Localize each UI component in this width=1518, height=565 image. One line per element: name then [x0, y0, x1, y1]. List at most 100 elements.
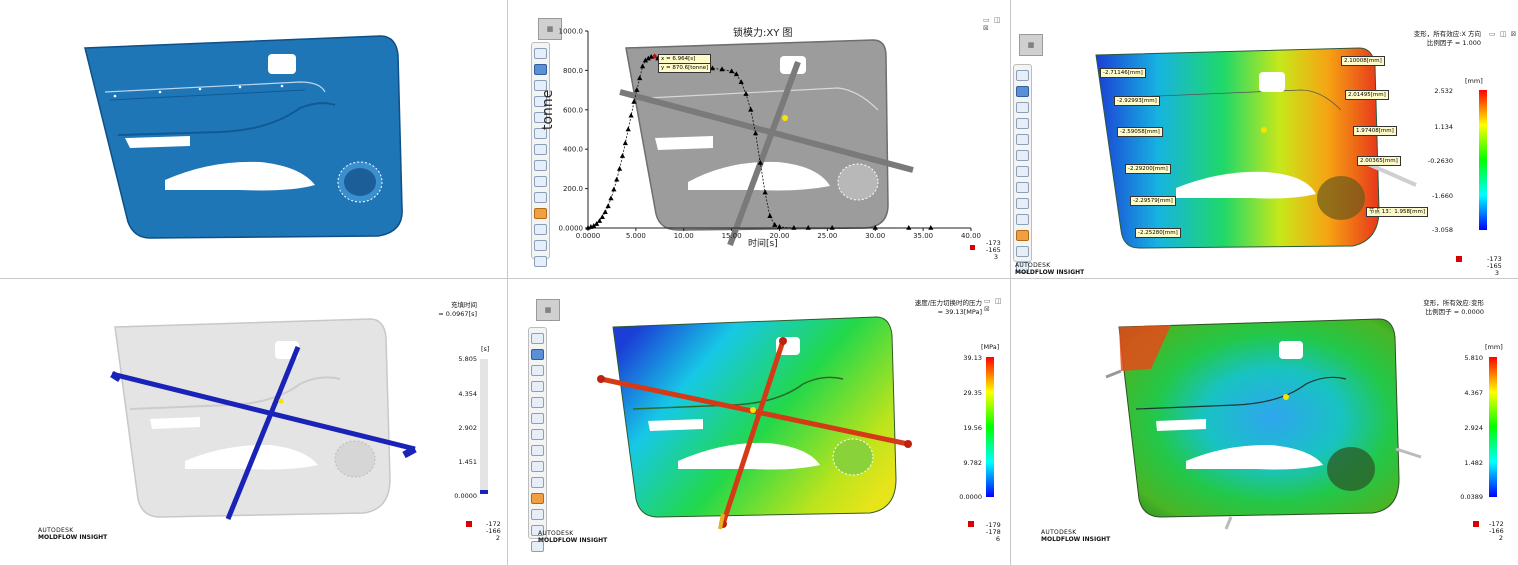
data-point [829, 225, 835, 230]
save-view-icon[interactable] [534, 256, 547, 267]
node-callout: -2.71146[mm] [1100, 68, 1146, 78]
autodesk-logo: AUTODESK MOLDFLOW INSIGHT [1041, 529, 1111, 543]
rotate-3d-icon[interactable] [531, 365, 544, 376]
data-point [631, 98, 637, 104]
save-view-icon[interactable] [531, 541, 544, 552]
probe-icon[interactable] [531, 525, 544, 536]
autodesk-logo: AUTODESK MOLDFLOW INSIGHT [1015, 262, 1085, 276]
fit-icon[interactable] [1016, 198, 1029, 209]
fit-icon[interactable] [534, 176, 547, 187]
rotate-3d-icon[interactable] [534, 80, 547, 91]
axis-triad-icon [1473, 521, 1479, 527]
measure-icon[interactable] [531, 477, 544, 488]
y-tick-label: 1000.0 [559, 28, 584, 36]
axis-triad-icon [968, 521, 974, 527]
legend-unit: [mm] [1485, 343, 1503, 351]
window-controls[interactable]: ▭ ◫ ⊠ [1489, 30, 1518, 38]
center-icon[interactable] [1016, 182, 1029, 193]
center-icon[interactable] [531, 445, 544, 456]
pan-icon[interactable] [534, 96, 547, 107]
cut-plane-icon[interactable] [531, 509, 544, 520]
rotate-icon[interactable] [531, 333, 544, 344]
axis-triad-icon [466, 521, 472, 527]
data-point [906, 225, 912, 230]
fit-icon[interactable] [531, 461, 544, 472]
model-thumbnail-icon[interactable]: ▦ [536, 299, 560, 321]
node-callout: -2.25280[mm] [1135, 228, 1181, 238]
window-controls[interactable]: ▭ ◫ ⊠ [984, 297, 1003, 313]
y-tick-label: 800.0 [563, 67, 583, 75]
node-callout: -2.29200[mm] [1125, 164, 1171, 174]
zoom-in-icon[interactable] [534, 128, 547, 139]
tooltip-x: x = 6.964[s] [658, 54, 712, 64]
pan-icon[interactable] [531, 381, 544, 392]
select-icon[interactable] [1016, 86, 1029, 97]
door-panel-model[interactable] [1011, 0, 1518, 278]
view-toolbar[interactable] [531, 42, 550, 267]
select-icon[interactable] [534, 64, 547, 75]
data-point [611, 186, 617, 192]
zoom-in-icon[interactable] [531, 413, 544, 424]
layers-icon[interactable] [534, 208, 547, 219]
chart-ylabel: tonne [540, 89, 556, 130]
axis-readout: -172 -166 2 [1489, 520, 1504, 542]
data-point [743, 91, 749, 96]
center-icon[interactable] [534, 160, 547, 171]
zoom-icon[interactable] [1016, 134, 1029, 145]
rotate-icon[interactable] [534, 48, 547, 59]
panel-divider [0, 278, 1518, 279]
pan-icon[interactable] [1016, 118, 1029, 129]
view-toolbar[interactable] [528, 327, 547, 552]
node-callout: 2.10008[mm] [1341, 56, 1385, 66]
window-controls[interactable]: ▭ ◫ ⊠ [983, 16, 1002, 32]
zoom-in-icon[interactable] [1016, 150, 1029, 161]
rotate-icon[interactable] [1016, 70, 1029, 81]
door-panel-model[interactable] [0, 0, 507, 278]
zoom-out-icon[interactable] [1016, 166, 1029, 177]
layers-icon[interactable] [1016, 230, 1029, 241]
zoom-out-icon[interactable] [531, 429, 544, 440]
legend-unit: [MPa] [981, 343, 1000, 351]
color-legend-bar [480, 359, 488, 494]
data-point [637, 75, 643, 81]
probe-icon[interactable] [534, 240, 547, 251]
data-point [729, 68, 735, 74]
x-tick-label: 40.00 [961, 232, 981, 240]
door-panel-model[interactable] [0, 279, 507, 565]
zoom-icon[interactable] [534, 112, 547, 123]
layers-icon[interactable] [531, 493, 544, 504]
legend-unit: [s] [481, 345, 490, 353]
zoom-out-icon[interactable] [534, 144, 547, 155]
select-icon[interactable] [531, 349, 544, 360]
pressure-panel[interactable]: ▦ ▭ ◫ ⊠ [508, 279, 1010, 565]
door-panel-model[interactable] [1011, 279, 1518, 565]
data-point [616, 165, 623, 171]
data-point [634, 87, 640, 92]
probe-icon[interactable] [1016, 262, 1029, 273]
data-point [642, 57, 649, 63]
data-point [757, 159, 763, 165]
node-callout: 2.00365[mm] [1357, 156, 1401, 166]
deflection-x-panel[interactable]: ▦ ▭ ◫ ⊠ 变形，所有效应:X 方向 比例因子 = 1.000 [1011, 0, 1518, 278]
data-point [752, 130, 759, 136]
node-callout: -2.59058[mm] [1117, 127, 1163, 137]
model-thumbnail-icon[interactable]: ▦ [1019, 34, 1043, 56]
measure-icon[interactable] [1016, 214, 1029, 225]
cut-plane-icon[interactable] [1016, 246, 1029, 257]
data-point [625, 126, 631, 132]
rotate-3d-icon[interactable] [1016, 102, 1029, 113]
measure-icon[interactable] [534, 192, 547, 203]
x-tick-label: 20.00 [769, 232, 789, 240]
view-toolbar[interactable] [1013, 64, 1032, 273]
fill-time-panel[interactable]: 充填时间 = 0.0967[s] [s] 5.805 4.354 2.902 1.… [0, 279, 507, 565]
model-thumbnail-icon[interactable]: ▦ [538, 18, 562, 40]
door-panel-model[interactable] [508, 279, 1010, 565]
data-point [928, 225, 934, 230]
zoom-icon[interactable] [531, 397, 544, 408]
xy-plot-panel[interactable]: ▦ ▭ ◫ ⊠ 0.0000 5.000 10.00 15.00 20.00 25.00 3… [508, 0, 1010, 278]
cut-plane-icon[interactable] [534, 224, 547, 235]
xy-chart[interactable]: 0.0000 5.000 10.00 15.00 20.00 25.00 30.00 35.0… [508, 0, 1010, 278]
part-view-panel[interactable] [0, 0, 507, 278]
chart-title: 锁模力:XY 图 [733, 28, 793, 39]
total-deflection-panel[interactable]: 变形，所有效应:变形 比例因子 = 0.0000 [mm] 5.810 4.367… [1011, 279, 1518, 565]
